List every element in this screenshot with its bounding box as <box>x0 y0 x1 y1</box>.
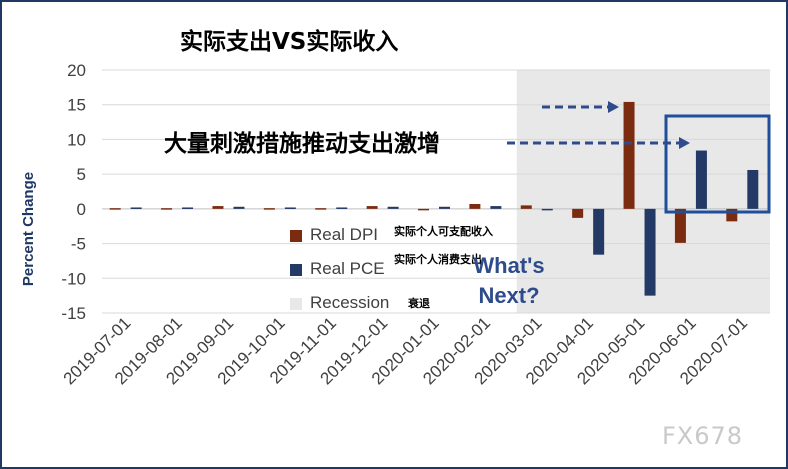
bar-real-pce <box>336 207 348 209</box>
legend-item-recession: Recession 衰退 <box>290 287 510 321</box>
legend: Real DPI 实际个人可支配收入 Real PCE 实际个人消费支出 Rec… <box>290 219 510 321</box>
bar-real-dpi <box>212 206 224 209</box>
arrow-to-june-pce-head <box>679 137 690 149</box>
bar-real-pce <box>182 207 194 209</box>
bar-real-dpi <box>315 208 327 210</box>
bar-real-dpi <box>366 206 378 209</box>
bar-real-dpi <box>520 205 532 209</box>
bar-real-pce <box>695 150 707 209</box>
recession-shading <box>516 70 770 313</box>
bar-real-dpi <box>418 208 429 211</box>
bar-real-dpi <box>263 208 275 210</box>
legend-item-real-pce: Real PCE 实际个人消费支出 <box>290 253 510 287</box>
bar-real-pce <box>644 208 656 296</box>
legend-note: 衰退 <box>408 297 430 310</box>
chart-title: 实际支出VS实际收入 <box>180 29 399 55</box>
bar-real-dpi <box>109 208 121 210</box>
legend-label: Real DPI <box>310 225 379 244</box>
stimulus-annotation: 大量刺激措施推动支出激增 <box>164 131 440 157</box>
bar-real-dpi <box>161 208 173 210</box>
bar-real-dpi <box>469 203 481 209</box>
bar-real-dpi <box>674 208 686 243</box>
y-tick-label: -5 <box>71 235 86 254</box>
y-tick-label: -15 <box>61 304 86 323</box>
y-axis-label: Percent Change <box>20 171 37 287</box>
whats-next-line: What's <box>473 253 545 278</box>
whats-next-line: Next? <box>478 283 540 308</box>
bar-real-dpi <box>726 208 738 222</box>
bar-real-pce <box>747 169 759 209</box>
arrow-to-may-dpi-head <box>608 101 619 113</box>
highlight-box <box>664 114 771 214</box>
legend-label: Real PCE <box>310 259 385 278</box>
bar-real-pce <box>284 207 296 209</box>
y-tick-label: 5 <box>77 165 86 184</box>
legend-note: 实际个人可支配收入 <box>394 225 493 238</box>
legend-swatch-real-dpi <box>290 230 302 242</box>
bar-real-pce <box>233 206 245 209</box>
bar-real-pce <box>490 206 502 209</box>
bar-real-pce <box>387 206 399 209</box>
legend-swatch-recession <box>290 298 302 310</box>
bar-real-pce <box>593 208 605 255</box>
whats-next-callout: What's Next? <box>454 251 564 311</box>
bar-real-dpi <box>572 208 584 218</box>
y-tick-label: 15 <box>67 96 86 115</box>
y-tick-label: -10 <box>61 269 86 288</box>
legend-note: 实际个人消费支出 <box>394 253 482 266</box>
y-tick-label: 0 <box>77 200 86 219</box>
y-tick-label: 10 <box>67 130 86 149</box>
legend-label: Recession <box>310 293 390 312</box>
bar-real-dpi <box>623 101 635 209</box>
legend-item-real-dpi: Real DPI 实际个人可支配收入 <box>290 219 510 253</box>
bar-real-pce <box>439 206 450 209</box>
y-tick-label: 20 <box>67 61 86 80</box>
watermark-logo: FX678 <box>662 422 744 450</box>
bar-real-pce <box>130 207 142 209</box>
bar-real-pce <box>541 208 553 211</box>
legend-swatch-real-pce <box>290 264 302 276</box>
